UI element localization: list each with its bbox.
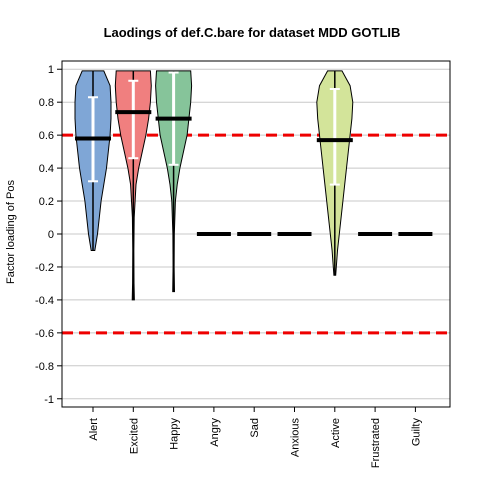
x-tick-label: Anxious: [290, 418, 302, 458]
x-tick-label: Frustrated: [370, 418, 382, 468]
y-tick-label: 0.8: [39, 97, 54, 109]
y-tick-label: -0.6: [35, 328, 54, 340]
y-tick-label: 0.2: [39, 196, 54, 208]
reference-lines: [62, 133, 450, 335]
y-tick-label: 0.6: [39, 130, 54, 142]
y-tick-label: -0.4: [35, 295, 54, 307]
y-tick-label: -0.2: [35, 262, 54, 274]
x-tick-label: Sad: [249, 418, 261, 438]
y-tick-label: -0.8: [35, 361, 54, 373]
x-tick-label: Happy: [169, 418, 181, 450]
plot-frame: [61, 60, 451, 408]
chart-title: Laodings of def.C.bare for dataset MDD G…: [104, 25, 401, 40]
x-tick-label: Excited: [128, 418, 140, 454]
x-tick-label: Active: [330, 418, 342, 448]
y-tick-label: -1: [44, 394, 54, 406]
y-tick-label: 1: [48, 64, 54, 76]
y-tick-label: 0: [48, 229, 54, 241]
x-tick-label: Guilty: [410, 418, 422, 447]
y-axis-label: Factor loading of Pos: [5, 180, 17, 284]
median-bars: [75, 110, 433, 236]
y-tick-label: 0.4: [39, 163, 54, 175]
axes: 1 0.8 0.6 0.4 0.2 0 -0.2 -0.4 -0.6 -0.8 -1 Alert Exc…: [35, 64, 422, 468]
x-tick-label: Alert: [88, 418, 100, 441]
x-tick-label: Angry: [209, 418, 221, 447]
violins: [74, 70, 354, 301]
